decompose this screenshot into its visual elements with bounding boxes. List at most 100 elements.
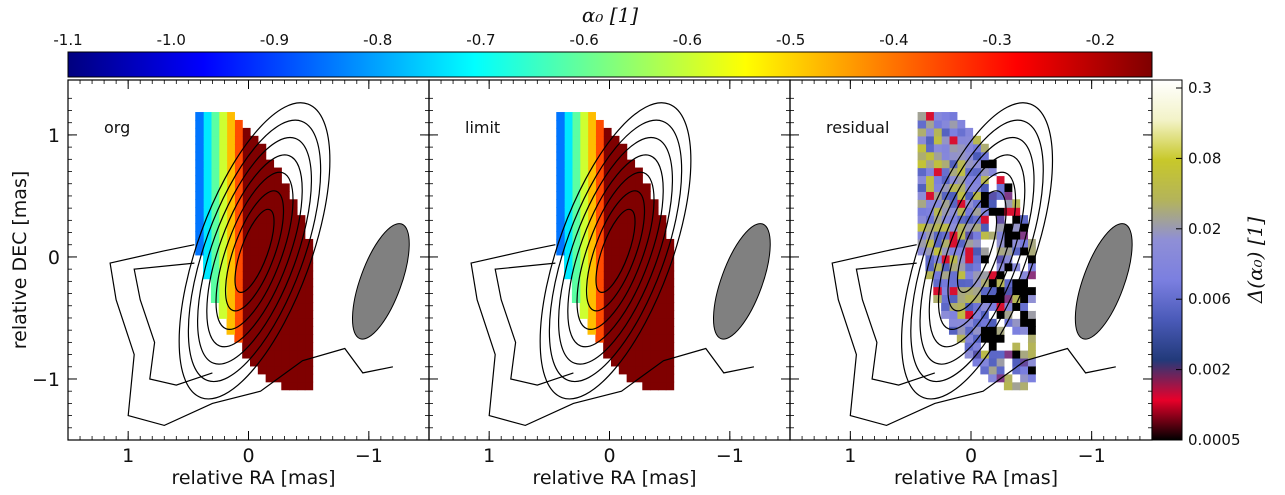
map-pixel: [265, 199, 275, 208]
map-pixel: [650, 350, 659, 359]
map-pixel: [250, 183, 259, 192]
map-pixel: [1003, 231, 1013, 240]
map-pixel: [642, 270, 651, 280]
map-pixel: [226, 207, 235, 216]
map-pixel: [956, 199, 966, 208]
map-pixel: [618, 350, 628, 359]
map-pixel: [964, 246, 974, 256]
map-pixel: [1027, 286, 1036, 296]
map-pixel: [218, 310, 228, 319]
map-pixel: [579, 191, 589, 200]
map-pixel: [265, 238, 275, 248]
map-pixel: [242, 143, 251, 153]
map-pixel: [1027, 357, 1036, 367]
map-pixel: [281, 365, 290, 375]
map-pixel: [611, 238, 620, 248]
map-pixel: [980, 246, 989, 256]
map-pixel: [273, 231, 282, 240]
map-pixel: [195, 151, 204, 161]
map-pixel: [289, 342, 298, 351]
map-pixel: [996, 342, 1005, 351]
map-pixel: [265, 294, 275, 304]
map-pixel: [210, 278, 220, 288]
map-pixel: [242, 350, 251, 359]
map-pixel: [941, 286, 950, 296]
map-pixel: [296, 286, 306, 296]
map-pixel: [964, 254, 974, 264]
map-pixel: [289, 286, 298, 296]
map-pixel: [257, 270, 267, 280]
map-pixel: [195, 159, 204, 169]
map-pixel: [972, 191, 981, 200]
map-pixel: [634, 310, 643, 319]
map-pixel: [618, 270, 628, 280]
map-pixel: [634, 215, 643, 224]
map-pixel: [234, 246, 243, 256]
map-pixel: [257, 350, 267, 359]
map-pixel: [242, 223, 251, 232]
map-pixel: [611, 135, 620, 145]
map-pixel: [1019, 286, 1029, 296]
contour: [831, 244, 1116, 427]
map-pixel: [296, 231, 306, 240]
map-pixel: [996, 246, 1005, 256]
map-pixel: [925, 167, 934, 177]
map-pixel: [634, 318, 643, 327]
map-pixel: [603, 278, 612, 288]
right-colorbar: 0.3 0.08 0.02 0.006 0.002 0.0005 Δ(α₀) [1]: [1151, 79, 1267, 449]
map-pixel: [657, 326, 667, 335]
map-pixel: [657, 278, 667, 288]
map-pixel: [195, 223, 204, 232]
map-pixel: [956, 223, 966, 232]
map-pixel: [281, 191, 290, 200]
map-pixel: [587, 199, 596, 208]
map-pixel: [242, 270, 251, 280]
map-pixel: [650, 223, 659, 232]
map-pixel: [1003, 373, 1013, 383]
map-pixel: [956, 159, 966, 169]
map-pixel: [234, 215, 243, 224]
map-pixel: [948, 191, 958, 200]
map-pixel: [587, 191, 596, 200]
map-pixel: [634, 365, 643, 375]
map-pixel: [657, 318, 667, 327]
map-pixel: [980, 357, 989, 367]
map-pixel: [941, 143, 950, 153]
map-pixel: [980, 286, 989, 296]
map-pixel: [226, 262, 235, 272]
top-colorbar-tick-label: -0.9: [260, 31, 289, 49]
map-pixel: [579, 270, 589, 280]
map-pixel: [571, 183, 581, 192]
panel-limit: limit 1 0 −1: [428, 79, 791, 467]
map-pixel: [564, 119, 573, 129]
map-pixel: [218, 167, 228, 177]
map-pixel: [587, 127, 596, 137]
map-pixel: [1011, 254, 1021, 264]
map-pixel: [289, 302, 298, 311]
map-pixel: [595, 175, 604, 185]
map-pixel: [941, 191, 950, 200]
map-pixel: [964, 302, 974, 311]
map-pixel: [917, 119, 927, 129]
map-pixel: [917, 167, 927, 177]
map-pixel: [634, 342, 643, 351]
map-pixel: [304, 270, 314, 280]
map-pixel: [296, 246, 306, 256]
map-pixel: [242, 238, 251, 248]
map-pixel: [611, 357, 620, 367]
map-pixel: [1003, 286, 1013, 296]
map-pixel: [1019, 334, 1029, 343]
map-pixel: [265, 159, 275, 169]
map-pixel: [1027, 342, 1036, 351]
map-pixel: [948, 278, 958, 288]
map-pixel: [257, 357, 267, 367]
map-pixel: [210, 119, 220, 129]
map-pixel: [642, 286, 651, 296]
map-pixel: [289, 294, 298, 304]
map-pixel: [1027, 334, 1036, 343]
map-pixel: [626, 342, 636, 351]
map-pixel: [603, 175, 612, 185]
map-pixel: [587, 119, 596, 129]
map-pixel: [218, 135, 228, 145]
map-pixel: [933, 262, 942, 272]
